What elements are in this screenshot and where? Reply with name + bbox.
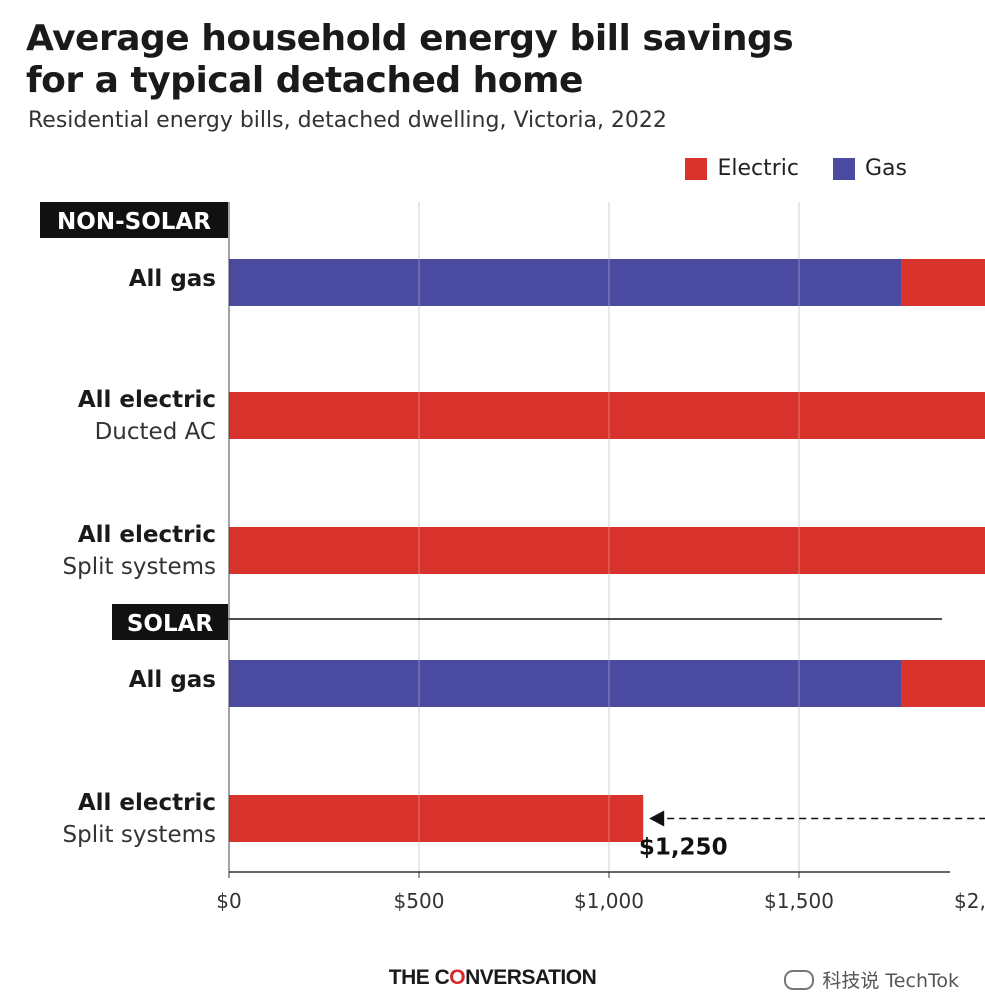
- legend: Electric Gas: [651, 156, 907, 181]
- legend-swatch-gas: [833, 157, 855, 180]
- bar-electric: [229, 392, 985, 439]
- group-header-label: NON-SOLAR: [57, 209, 211, 235]
- legend-label-gas: Gas: [865, 156, 907, 181]
- group-header-label: SOLAR: [127, 611, 214, 637]
- brand-text-start: THE C: [388, 966, 450, 989]
- wechat-icon: [784, 969, 815, 990]
- brand-text-o: O: [449, 966, 466, 989]
- bar-electric: [229, 527, 985, 574]
- watermark-text: 科技说 TechTok: [822, 970, 959, 992]
- category-label: All electric: [78, 522, 216, 548]
- saving-label: $1,250: [639, 835, 728, 861]
- bar-gas: [229, 660, 902, 707]
- legend-label-electric: Electric: [717, 156, 799, 181]
- brand-logo: THE CONVERSATION: [0, 966, 985, 990]
- category-sublabel: Split systems: [63, 554, 216, 580]
- watermark: 科技说 TechTok: [784, 966, 959, 993]
- bar-electric: [229, 795, 644, 842]
- title-line-1: Average household energy bill savings: [26, 18, 794, 59]
- category-label: All electric: [78, 790, 216, 816]
- group-header-box: [112, 604, 228, 640]
- bar-chart: All gas All electric Ducted AC All electric…: [40, 202, 985, 913]
- saving-arrowhead: [649, 810, 665, 827]
- bar-electric: [901, 660, 985, 707]
- category-label: All gas: [129, 266, 216, 292]
- x-tick-label: $500: [394, 889, 445, 913]
- title-line-2: for a typical detached home: [26, 60, 583, 101]
- brand-text-end: NVERSATION: [465, 966, 597, 989]
- legend-swatch-electric: [685, 157, 708, 180]
- bar-electric: [901, 259, 985, 306]
- legend-item-electric: Electric: [685, 156, 799, 181]
- chart-subtitle: Residential energy bills, detached dwell…: [28, 108, 667, 133]
- chart-title: Average household energy bill savings fo…: [26, 18, 926, 102]
- category-label: All electric: [78, 387, 216, 413]
- x-tick-label: $0: [216, 889, 241, 913]
- category-sublabel: Split systems: [63, 822, 216, 848]
- category-label: All gas: [129, 667, 216, 693]
- x-tick-label: $1,000: [574, 889, 644, 913]
- legend-item-gas: Gas: [833, 156, 907, 181]
- group-header-box: [40, 202, 228, 238]
- category-sublabel: Ducted AC: [95, 419, 216, 445]
- bar-gas: [229, 259, 902, 306]
- x-tick-label: $2,000: [954, 889, 985, 913]
- x-tick-label: $1,500: [764, 889, 834, 913]
